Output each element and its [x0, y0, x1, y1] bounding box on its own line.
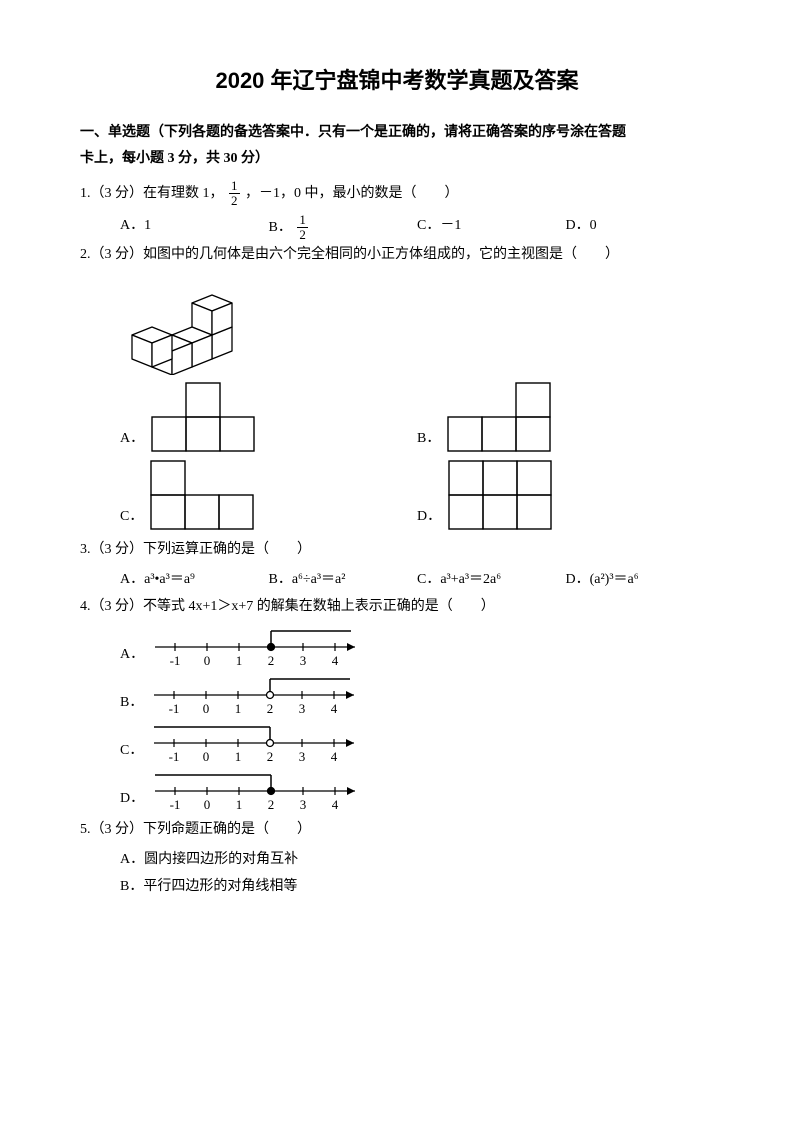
q5-optB[interactable]: B．平行四边形的对角线相等 [120, 874, 714, 901]
section-line2: 卡上，每小题 3 分，共 30 分） [80, 151, 269, 166]
q3-optB[interactable]: B．a⁶÷a³＝a² [269, 567, 418, 594]
q1-optD[interactable]: D．0 [566, 213, 715, 243]
svg-text:-1: -1 [169, 749, 180, 764]
q1: 1.（3 分）在有理数 1， 12 ，－1，0 中，最小的数是（ ） [80, 179, 714, 209]
q2-optD[interactable]: D． [417, 459, 714, 531]
svg-text:1: 1 [235, 701, 242, 716]
svg-text:0: 0 [203, 701, 210, 716]
q2-stem: 2.（3 分）如图中的几何体是由六个完全相同的小正方体组成的，它的主视图是（ ） [80, 242, 714, 269]
svg-text:1: 1 [236, 797, 243, 812]
q2-optB[interactable]: B． [417, 381, 714, 453]
svg-text:4: 4 [331, 701, 338, 716]
svg-text:2: 2 [267, 749, 274, 764]
q4-options: A． -101234 B． -101234 C． -101234 D． -101… [120, 625, 714, 813]
q1-optB[interactable]: B． 12 [269, 213, 418, 243]
q4-optB[interactable]: B． -101234 [120, 673, 714, 717]
q1-frac: 12 [229, 179, 240, 209]
svg-text:4: 4 [331, 749, 338, 764]
q4-optC[interactable]: C． -101234 [120, 721, 714, 765]
svg-text:2: 2 [267, 701, 274, 716]
q3-optC[interactable]: C．a³+a³＝2a⁶ [417, 567, 566, 594]
svg-text:-1: -1 [170, 653, 181, 668]
q1-options: A．1 B． 12 C．－1 D．0 [120, 213, 714, 243]
svg-text:-1: -1 [170, 797, 181, 812]
svg-text:2: 2 [268, 653, 275, 668]
q5-optA[interactable]: A．圆内接四边形的对角互补 [120, 847, 714, 874]
svg-text:3: 3 [300, 797, 307, 812]
q1-optC[interactable]: C．－1 [417, 213, 566, 243]
svg-text:4: 4 [332, 797, 339, 812]
section-header: 一、单选题（下列各题的备选答案中．只有一个是正确的，请将正确答案的序号涂在答题 … [80, 120, 714, 173]
q2-optA[interactable]: A． [120, 381, 417, 453]
svg-text:1: 1 [236, 653, 243, 668]
section-line1: 一、单选题（下列各题的备选答案中．只有一个是正确的，请将正确答案的序号涂在答题 [80, 125, 626, 140]
svg-text:3: 3 [299, 749, 306, 764]
q1-optA[interactable]: A．1 [120, 213, 269, 243]
q1-stem-a: 1.（3 分）在有理数 1， [80, 186, 224, 201]
q3-stem: 3.（3 分）下列运算正确的是（ ） [80, 537, 714, 564]
q2-options: A． B． C． [120, 381, 714, 531]
q2-isometric-figure [120, 279, 714, 375]
svg-text:-1: -1 [169, 701, 180, 716]
svg-text:3: 3 [299, 701, 306, 716]
page-title: 2020 年辽宁盘锦中考数学真题及答案 [80, 60, 714, 102]
q3-optA[interactable]: A．a³•a³＝a⁹ [120, 567, 269, 594]
q4-optD[interactable]: D． -101234 [120, 769, 714, 813]
svg-text:4: 4 [332, 653, 339, 668]
svg-text:1: 1 [235, 749, 242, 764]
q3-optD[interactable]: D．(a²)³＝a⁶ [566, 567, 715, 594]
svg-text:0: 0 [204, 797, 211, 812]
svg-text:0: 0 [204, 653, 211, 668]
q4-optA[interactable]: A． -101234 [120, 625, 714, 669]
q1-stem-b: ，－1，0 中，最小的数是（ ） [245, 186, 459, 201]
q2-optC[interactable]: C． [120, 459, 417, 531]
q3-options: A．a³•a³＝a⁹ B．a⁶÷a³＝a² C．a³+a³＝2a⁶ D．(a²)… [120, 567, 714, 594]
svg-text:2: 2 [268, 797, 275, 812]
svg-text:3: 3 [300, 653, 307, 668]
q5-stem: 5.（3 分）下列命题正确的是（ ） [80, 817, 714, 844]
q4-stem: 4.（3 分）不等式 4x+1＞x+7 的解集在数轴上表示正确的是（ ） [80, 594, 714, 621]
svg-text:0: 0 [203, 749, 210, 764]
